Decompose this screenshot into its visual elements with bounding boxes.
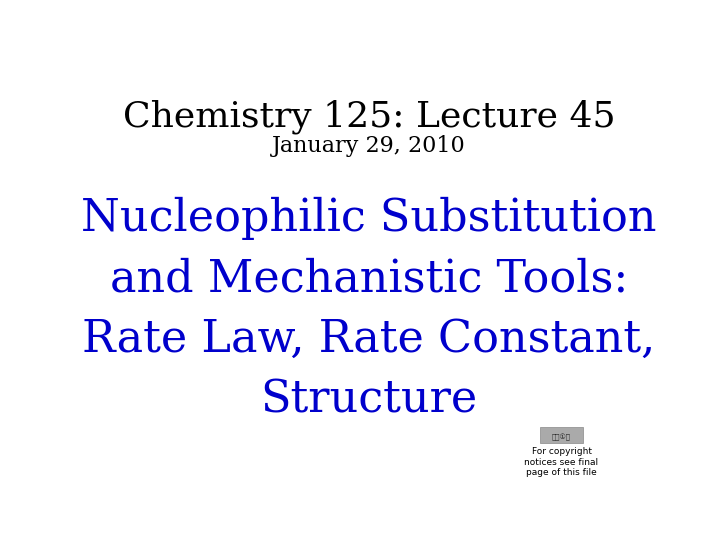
Text: January 29, 2010: January 29, 2010 [272,135,466,157]
Text: Chemistry 125: Lecture 45: Chemistry 125: Lecture 45 [122,99,616,134]
Text: Structure: Structure [261,378,477,421]
Text: Nucleophilic Substitution: Nucleophilic Substitution [81,197,657,240]
FancyBboxPatch shape [540,427,582,443]
Text: Rate Law, Rate Constant,: Rate Law, Rate Constant, [82,318,656,361]
Text: ⒸⓈ①Ⓐ: ⒸⓈ①Ⓐ [552,434,571,441]
Text: and Mechanistic Tools:: and Mechanistic Tools: [110,258,628,301]
Text: For copyright
notices see final
page of this file: For copyright notices see final page of … [524,447,598,477]
